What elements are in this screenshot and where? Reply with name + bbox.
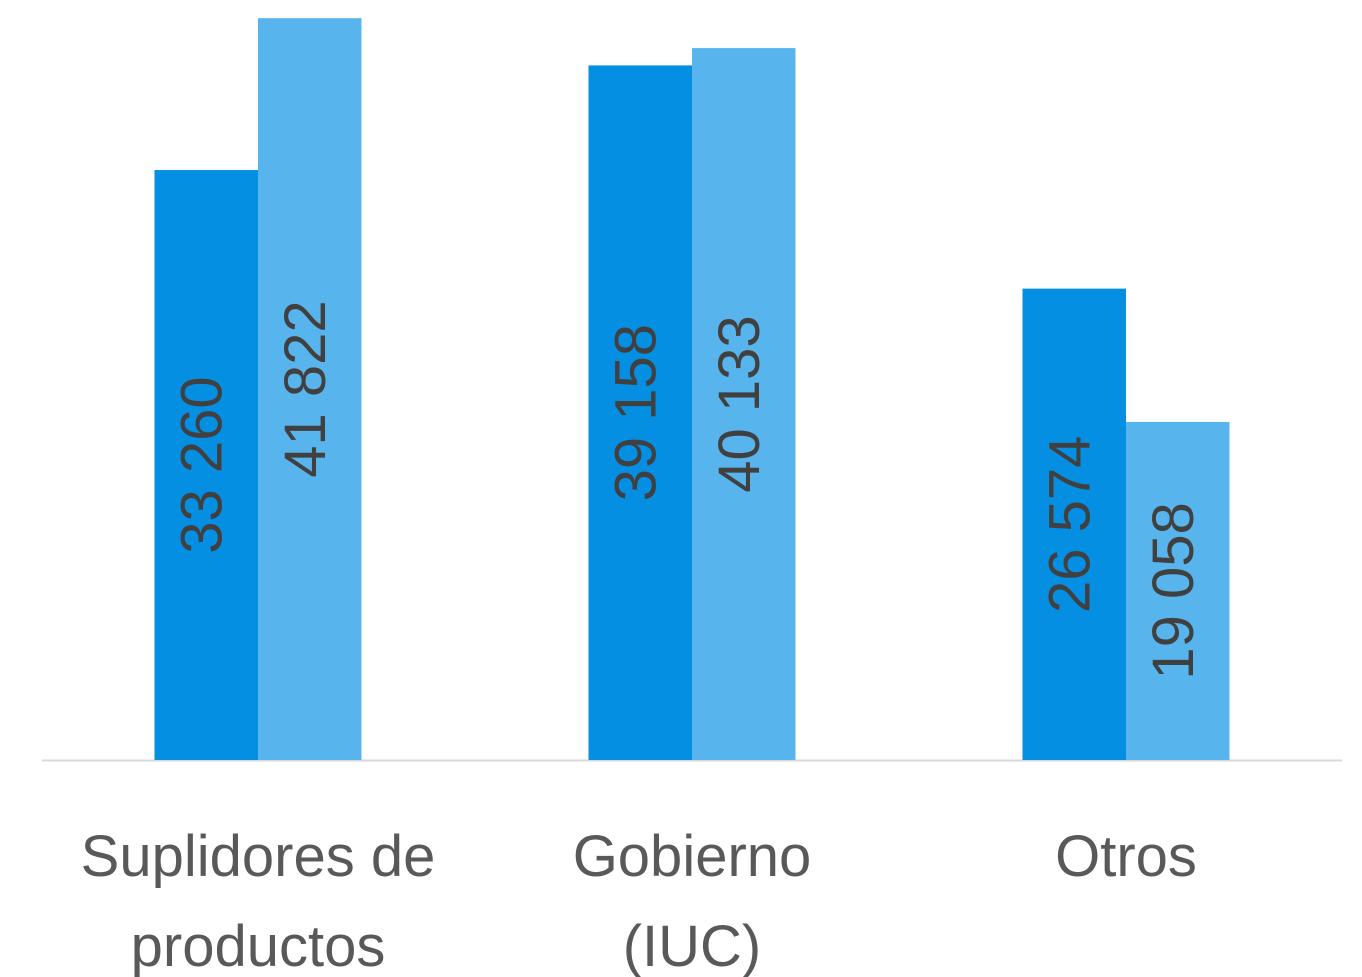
data-label: 19 058 (1141, 502, 1206, 679)
bar (154, 170, 258, 760)
x-tick-label: Otros (1055, 824, 1197, 889)
bar (692, 48, 796, 761)
bar (258, 18, 362, 760)
data-label: 33 260 (170, 376, 235, 553)
data-label: 41 822 (273, 300, 338, 477)
bar (1022, 288, 1126, 760)
data-label: 39 158 (604, 324, 669, 501)
bar (588, 65, 692, 760)
x-tick-label: Suplidores de productos (80, 824, 436, 977)
x-tick-label: Gobierno (IUC) (572, 824, 812, 977)
bar (1126, 421, 1230, 760)
data-label: 40 133 (707, 315, 772, 492)
data-label: 26 574 (1038, 436, 1103, 613)
